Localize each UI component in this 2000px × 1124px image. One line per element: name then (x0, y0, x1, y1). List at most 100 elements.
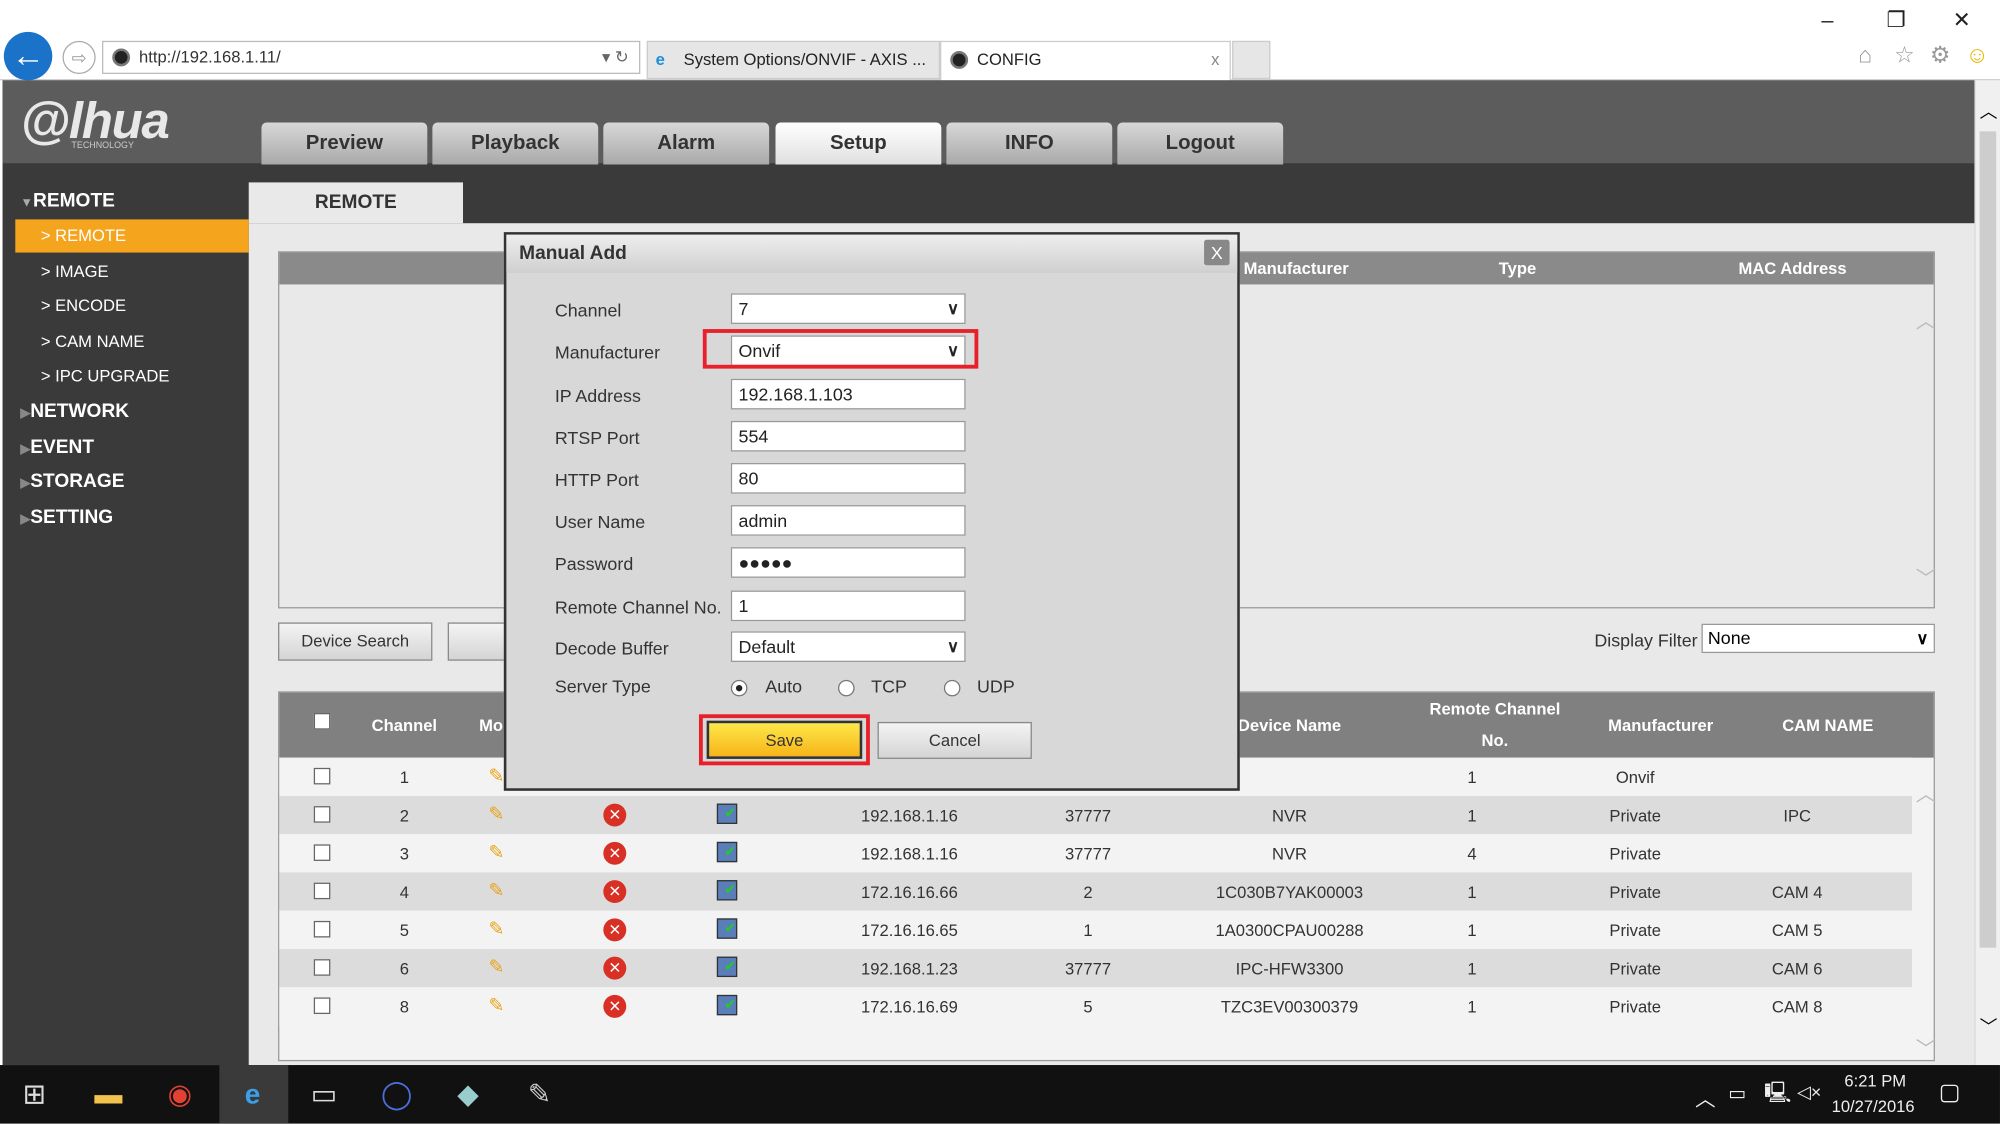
device-search-button[interactable]: Device Search (278, 622, 433, 661)
home-icon[interactable]: ⌂ (1858, 42, 1873, 68)
tray-chevron-icon[interactable]: ︿ (1695, 1089, 1716, 1111)
tab-logout[interactable]: Logout (1117, 122, 1284, 165)
edit-pencil-icon[interactable]: ✎ (488, 956, 505, 979)
user-name-input[interactable]: admin (730, 505, 966, 536)
delete-icon[interactable]: ✕ (603, 880, 627, 904)
edit-pencil-icon[interactable]: ✎ (488, 803, 505, 826)
start-icon[interactable]: ⊞ (22, 1077, 47, 1110)
address-bar[interactable]: http://192.168.1.11/ ▾ ↻ (102, 40, 641, 74)
network-icon[interactable]: 🖳 (1764, 1082, 1792, 1105)
action-center-icon[interactable]: ▢ (1938, 1079, 1961, 1105)
page-scrollbar[interactable]: ︿ ﹀ (1974, 80, 2000, 1066)
cancel-button[interactable]: Cancel (877, 721, 1032, 759)
row-checkbox[interactable] (313, 997, 331, 1015)
new-tab-button[interactable] (1232, 40, 1271, 80)
scroll-down-icon[interactable]: ﹀ (1979, 1016, 1998, 1037)
sidebar-item-ipc-upgrade[interactable]: > IPC UPGRADE (40, 366, 170, 386)
sidebar-group-setting[interactable]: ▶SETTING (20, 506, 114, 529)
muted-speaker-icon[interactable]: ◁× (1797, 1081, 1822, 1103)
scroll-up-icon[interactable]: ︿ (1915, 784, 1937, 807)
remote-channel-no-input[interactable]: 1 (730, 590, 966, 622)
browser-tab-axis[interactable]: e System Options/ONVIF - AXIS ... (646, 40, 941, 80)
scroll-up-icon[interactable]: ︿ (1979, 100, 1998, 122)
http-port-input[interactable]: 80 (730, 463, 966, 494)
sidebar-group-network[interactable]: ▶NETWORK (20, 400, 130, 423)
row-checkbox[interactable] (313, 882, 331, 900)
row-checkbox[interactable] (313, 767, 331, 785)
ip-address-input[interactable]: 192.168.1.103 (730, 378, 966, 410)
browser-tab-config[interactable]: CONFIG x (940, 40, 1231, 81)
tab-setup[interactable]: Setup (775, 122, 942, 165)
channel-select[interactable]: 7 ∨ (730, 293, 966, 324)
select-all-checkbox[interactable] (313, 713, 331, 730)
back-button[interactable]: ← (3, 31, 53, 81)
row-checkbox[interactable] (313, 844, 331, 861)
delete-icon[interactable]: ✕ (603, 803, 627, 827)
tab-playback[interactable]: Playback (432, 122, 599, 165)
dialog-close-button[interactable]: X (1204, 239, 1230, 266)
file-explorer-icon[interactable]: ▬ (94, 1077, 123, 1110)
radio-udp[interactable] (943, 679, 961, 697)
chrome-icon[interactable]: ◉ (167, 1077, 193, 1110)
clock-date[interactable]: 10/27/2016 (1831, 1096, 1915, 1117)
edit-pencil-icon[interactable]: ✎ (488, 841, 505, 864)
delete-icon[interactable]: ✕ (603, 994, 627, 1018)
battery-icon[interactable]: ▭ (1728, 1082, 1747, 1105)
tab-alarm[interactable]: Alarm (603, 122, 770, 165)
sidebar-item-remote[interactable]: > REMOTE (40, 225, 127, 245)
clock-time[interactable]: 6:21 PM (1844, 1071, 1907, 1091)
sidebar-item-cam-name[interactable]: > CAM NAME (40, 331, 145, 351)
sidebar-group-remote[interactable]: ▼REMOTE (20, 190, 115, 212)
delete-icon[interactable]: ✕ (603, 841, 627, 865)
sidebar-item-encode[interactable]: > ENCODE (40, 295, 127, 316)
table-row[interactable]: ✎ ✕ ✔ 5 172.16.16.65 1 1A0300CPAU00288 1 Priva… (279, 910, 1912, 949)
smiley-icon[interactable]: ☺ (1965, 42, 1990, 68)
taskbar (0, 1065, 2000, 1124)
table-row[interactable]: ✎ ✕ ✔ 4 172.16.16.66 2 1C030B7YAK00003 1 Priva… (279, 872, 1912, 911)
sidebar-item-image[interactable]: > IMAGE (40, 261, 109, 281)
row-checkbox[interactable] (313, 959, 331, 976)
ie-icon[interactable]: e (244, 1077, 261, 1110)
notepad-icon[interactable]: ◆ (457, 1077, 479, 1110)
table-row[interactable]: ✎ ✕ ✔ 8 172.16.16.69 5 TZC3EV00300379 1 Privat… (279, 987, 1912, 1026)
delete-icon[interactable]: ✕ (603, 956, 627, 980)
edit-pencil-icon[interactable]: ✎ (488, 765, 505, 787)
sidebar-group-event[interactable]: ▶EVENT (20, 436, 95, 458)
decode-buffer-select[interactable]: Default ∨ (730, 631, 966, 662)
restore-icon[interactable]: ❐ (1886, 7, 1906, 32)
radio-tcp[interactable] (838, 679, 855, 697)
sidebar-group-storage[interactable]: ▶STORAGE (20, 470, 125, 493)
scrollbar-thumb[interactable] (1979, 131, 1997, 948)
table-row[interactable]: ✎ ✕ ✔ 3 192.168.1.16 37777 NVR 4 Private (279, 834, 1912, 873)
edit-pencil-icon[interactable]: ✎ (488, 880, 505, 902)
password-input[interactable]: ●●●●● (730, 547, 966, 578)
edit-pencil-icon[interactable]: ✎ (488, 994, 505, 1017)
edit-pencil-icon[interactable]: ✎ (488, 918, 505, 941)
display-filter-select[interactable]: None ∨ (1701, 623, 1935, 654)
radio-auto[interactable] (730, 679, 748, 697)
table-row[interactable]: ✎ ✕ ✔ 6 192.168.1.23 37777 IPC-HFW3300 1 Priva… (279, 948, 1912, 988)
forward-button[interactable]: ⇨ (62, 40, 96, 74)
close-window-icon[interactable]: ✕ (1952, 7, 1971, 32)
terminal-icon[interactable]: ▭ (310, 1077, 338, 1110)
tab-info[interactable]: INFO (946, 122, 1113, 165)
scroll-up-icon[interactable]: ︿ (1915, 311, 1937, 333)
paint-icon[interactable]: ✎ (527, 1077, 552, 1110)
row-checkbox[interactable] (313, 920, 331, 938)
header-cam-name: CAM NAME (1782, 715, 1874, 735)
tab-close-icon[interactable]: x (1211, 49, 1220, 69)
gear-icon[interactable]: ⚙ (1929, 42, 1951, 68)
table-row[interactable]: ✎ ✕ ✔ 2 192.168.1.16 37777 NVR 1 Private IPC (279, 795, 1912, 835)
rtsp-port-input[interactable]: 554 (730, 420, 966, 452)
tab-preview[interactable]: Preview (261, 122, 428, 165)
section-tab-remote[interactable]: REMOTE (248, 182, 464, 224)
scroll-down-icon[interactable]: ﹀ (1915, 568, 1937, 591)
save-button[interactable]: Save (706, 720, 863, 759)
scroll-down-icon[interactable]: ﹀ (1915, 1039, 1937, 1062)
delete-icon[interactable]: ✕ (603, 918, 627, 942)
row-checkbox[interactable] (313, 806, 331, 823)
star-icon[interactable]: ☆ (1894, 42, 1915, 68)
refresh-icon[interactable]: ▾ ↻ (601, 47, 629, 67)
cortana-icon[interactable]: ◯ (380, 1077, 413, 1110)
minimize-icon[interactable]: – (1821, 7, 1834, 32)
